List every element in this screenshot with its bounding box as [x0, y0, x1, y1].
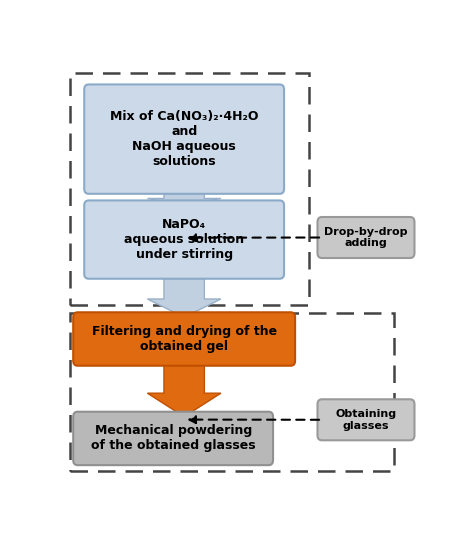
Text: Drop-by-drop
adding: Drop-by-drop adding: [324, 226, 408, 249]
FancyBboxPatch shape: [73, 312, 295, 366]
Text: Mechanical powdering
of the obtained glasses: Mechanical powdering of the obtained gla…: [91, 424, 255, 452]
Polygon shape: [147, 189, 221, 206]
Bar: [70, 73, 309, 305]
Bar: [70, 313, 393, 471]
FancyBboxPatch shape: [84, 84, 284, 194]
Text: Filtering and drying of the
obtained gel: Filtering and drying of the obtained gel: [91, 325, 277, 353]
FancyBboxPatch shape: [73, 412, 273, 465]
FancyBboxPatch shape: [318, 217, 414, 258]
Text: NaPO₄
aqueous solution
under stirring: NaPO₄ aqueous solution under stirring: [124, 218, 244, 261]
FancyBboxPatch shape: [84, 201, 284, 279]
Text: Mix of Ca(NO₃)₂·4H₂O
and
NaOH aqueous
solutions: Mix of Ca(NO₃)₂·4H₂O and NaOH aqueous so…: [110, 110, 258, 168]
FancyBboxPatch shape: [318, 399, 414, 440]
Polygon shape: [147, 361, 221, 416]
Polygon shape: [147, 274, 221, 317]
Text: Obtaining
glasses: Obtaining glasses: [336, 409, 397, 430]
